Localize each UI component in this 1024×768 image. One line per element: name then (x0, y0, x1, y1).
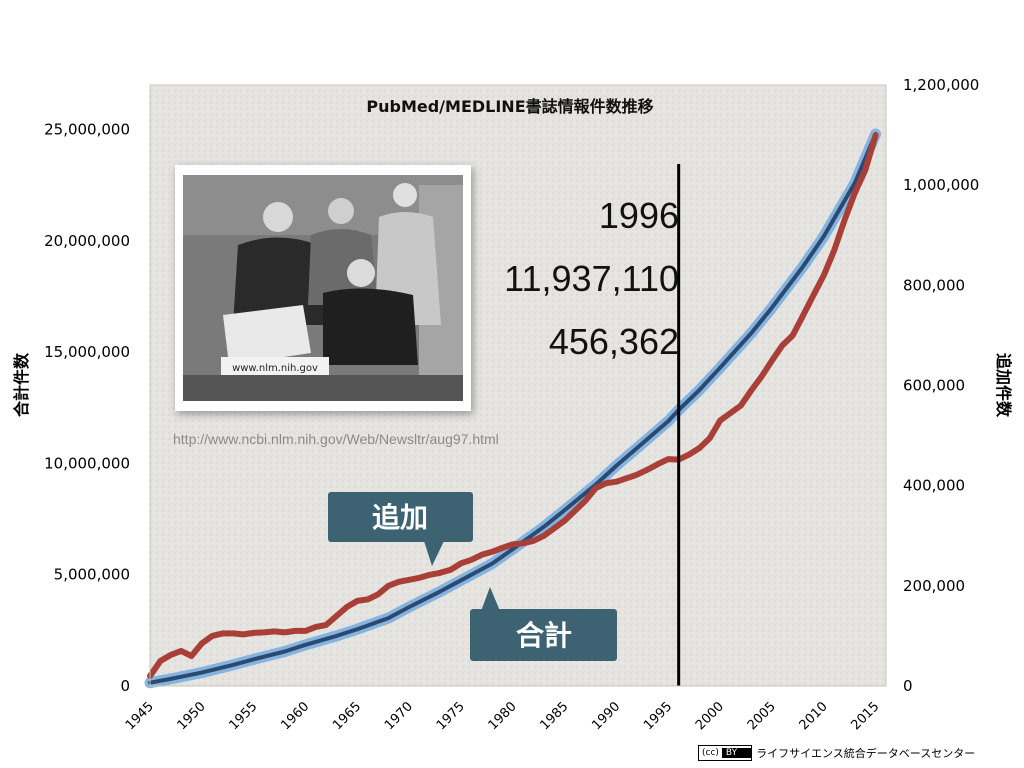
marker-total: 11,937,110 (504, 258, 679, 299)
photo: www.nlm.nih.gov (175, 165, 471, 411)
x-tick-label: 1980 (486, 699, 520, 733)
y-right-tick-label: 1,200,000 (903, 76, 979, 94)
series-added-line (147, 132, 879, 679)
x-tick-label: 1945 (123, 699, 157, 733)
chart-title: PubMed/MEDLINE書誌情報件数推移 (366, 97, 653, 116)
x-tick-label: 2000 (693, 699, 727, 733)
x-tick-label: 1990 (589, 699, 623, 733)
y-left-tick-label: 0 (120, 677, 130, 695)
x-tick-label: 2005 (745, 699, 779, 733)
credit-text: ライフサイエンス統合データベースセンター (756, 747, 976, 760)
y-right-tick-label: 400,000 (903, 477, 965, 495)
y-right-tick-label: 1,000,000 (903, 176, 979, 194)
y-left-tick-label: 10,000,000 (44, 454, 130, 472)
marker-added: 456,362 (549, 321, 679, 362)
x-tick-label: 2010 (797, 699, 831, 733)
y-left-tick-label: 5,000,000 (54, 566, 130, 584)
svg-text:合計: 合計 (516, 619, 572, 652)
marker-year: 1996 (599, 195, 679, 236)
series-total-line (148, 132, 878, 685)
x-tick-label: 1965 (330, 699, 364, 733)
credit: (cc) BY ライフサイエンス統合データベースセンター (698, 744, 975, 762)
x-tick-label: 1975 (434, 699, 468, 733)
y-right-tick-label: 0 (903, 677, 913, 695)
cc-by-badge: (cc) BY (698, 745, 753, 761)
photo-url: http://www.ncbi.nlm.nih.gov/Web/Newsltr/… (173, 431, 499, 447)
x-tick-label: 1995 (641, 699, 675, 733)
x-tick-label: 1960 (278, 699, 312, 733)
callout-total: 合計 (470, 587, 617, 661)
callout-added: 追加 (328, 492, 473, 566)
y-right-tick-label: 800,000 (903, 276, 965, 294)
x-tick-label: 2015 (848, 699, 882, 733)
photo-sign: www.nlm.nih.gov (232, 363, 318, 374)
y-axis-right-label: 追加件数 (994, 353, 1013, 418)
x-tick-label: 1985 (537, 699, 571, 733)
svg-text:追加: 追加 (372, 501, 428, 534)
x-tick-label: 1955 (226, 699, 260, 733)
y-left-tick-label: 25,000,000 (44, 121, 130, 139)
y-right-tick-label: 600,000 (903, 377, 965, 395)
y-right-tick-label: 200,000 (903, 577, 965, 595)
x-tick-label: 1950 (175, 699, 209, 733)
x-tick-label: 1970 (382, 699, 416, 733)
y-left-tick-label: 15,000,000 (44, 343, 130, 361)
y-left-tick-label: 20,000,000 (44, 232, 130, 250)
plot-border (149, 84, 887, 687)
y-axis-left-label: 合計件数 (12, 352, 31, 417)
